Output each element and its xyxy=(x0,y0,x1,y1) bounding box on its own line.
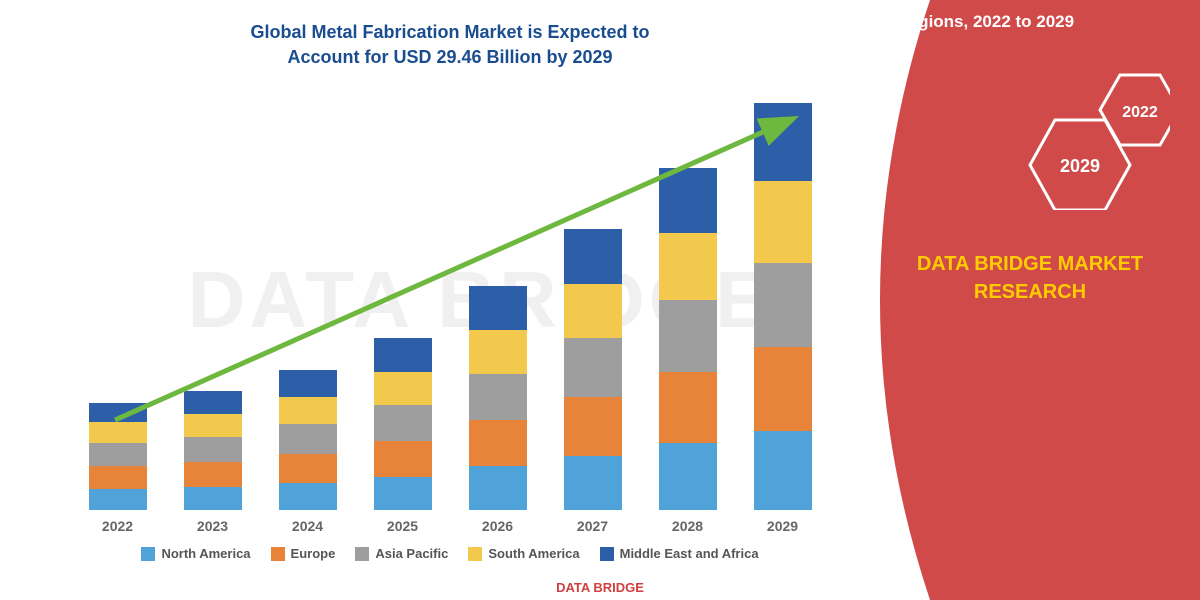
svg-text:2022: 2022 xyxy=(1122,104,1158,121)
bar-segment xyxy=(469,466,527,510)
x-label: 2022 xyxy=(89,518,147,534)
bar-2027 xyxy=(564,229,622,510)
bar-segment xyxy=(374,477,432,511)
bar-segment xyxy=(469,286,527,330)
bars-container xyxy=(70,90,830,510)
bar-segment xyxy=(659,300,717,371)
bar-segment xyxy=(89,403,147,422)
bar-segment xyxy=(184,414,242,437)
bar-segment xyxy=(754,181,812,263)
legend-label: Middle East and Africa xyxy=(620,546,759,561)
bar-segment xyxy=(754,103,812,181)
bar-segment xyxy=(279,454,337,483)
legend-swatch xyxy=(271,547,285,561)
x-label: 2029 xyxy=(754,518,812,534)
x-label: 2024 xyxy=(279,518,337,534)
bar-segment xyxy=(184,462,242,487)
x-axis-labels: 2022 2023 2024 2025 2026 2027 2028 2029 xyxy=(70,518,830,534)
bar-segment xyxy=(184,391,242,414)
bar-segment xyxy=(374,405,432,441)
bar-2023 xyxy=(184,391,242,511)
brand-line1: DATA BRIDGE MARKET xyxy=(917,253,1143,275)
svg-text:2029: 2029 xyxy=(1060,156,1100,176)
bar-segment xyxy=(659,233,717,300)
bar-segment xyxy=(659,443,717,510)
legend-swatch xyxy=(355,547,369,561)
bar-segment xyxy=(754,431,812,511)
legend-item: North America xyxy=(141,546,250,561)
legend: North America Europe Asia Pacific South Ame… xyxy=(50,546,850,561)
bar-segment xyxy=(564,456,622,511)
bar-segment xyxy=(469,374,527,420)
bar-segment xyxy=(374,441,432,477)
legend-item: South America xyxy=(468,546,579,561)
bar-segment xyxy=(564,284,622,339)
bar-segment xyxy=(659,372,717,443)
x-label: 2023 xyxy=(184,518,242,534)
bar-segment xyxy=(89,422,147,443)
hexagon-badges: 2029 2022 xyxy=(990,70,1170,210)
bar-segment xyxy=(374,372,432,406)
legend-swatch xyxy=(141,547,155,561)
brand-text: DATA BRIDGE MARKET RESEARCH xyxy=(910,250,1150,306)
legend-label: Asia Pacific xyxy=(375,546,448,561)
x-label: 2026 xyxy=(469,518,527,534)
right-panel: By Regions, 2022 to 2029 2029 2022 DATA … xyxy=(820,0,1200,600)
bar-segment xyxy=(279,370,337,397)
legend-label: North America xyxy=(161,546,250,561)
bar-segment xyxy=(279,424,337,453)
bar-segment xyxy=(184,487,242,510)
legend-label: South America xyxy=(488,546,579,561)
chart-title: Global Metal Fabrication Market is Expec… xyxy=(50,20,850,70)
bar-segment xyxy=(564,397,622,456)
chart-plot xyxy=(70,90,830,510)
bar-segment xyxy=(754,263,812,347)
bar-segment xyxy=(184,437,242,462)
legend-item: Europe xyxy=(271,546,336,561)
x-label: 2028 xyxy=(659,518,717,534)
bar-2025 xyxy=(374,338,432,510)
bar-2026 xyxy=(469,286,527,511)
bar-segment xyxy=(89,466,147,489)
bar-segment xyxy=(469,420,527,466)
bar-2029 xyxy=(754,103,812,510)
bar-segment xyxy=(374,338,432,372)
bar-segment xyxy=(754,347,812,431)
chart-title-line1: Global Metal Fabrication Market is Expec… xyxy=(250,22,649,42)
bar-segment xyxy=(279,483,337,510)
panel-title: By Regions, 2022 to 2029 xyxy=(870,12,1074,32)
footer-logo: DATA BRIDGE xyxy=(556,580,644,595)
bar-segment xyxy=(564,338,622,397)
bar-segment xyxy=(89,489,147,510)
legend-item: Middle East and Africa xyxy=(600,546,759,561)
x-label: 2025 xyxy=(374,518,432,534)
bar-segment xyxy=(564,229,622,284)
chart-container: Global Metal Fabrication Market is Expec… xyxy=(50,20,850,580)
legend-label: Europe xyxy=(291,546,336,561)
x-label: 2027 xyxy=(564,518,622,534)
bar-2024 xyxy=(279,370,337,511)
legend-item: Asia Pacific xyxy=(355,546,448,561)
chart-title-line2: Account for USD 29.46 Billion by 2029 xyxy=(287,47,612,67)
bar-2022 xyxy=(89,403,147,510)
legend-swatch xyxy=(468,547,482,561)
bar-segment xyxy=(469,330,527,374)
bar-segment xyxy=(89,443,147,466)
bar-2028 xyxy=(659,168,717,510)
legend-swatch xyxy=(600,547,614,561)
bar-segment xyxy=(279,397,337,424)
bar-segment xyxy=(659,168,717,233)
brand-line2: RESEARCH xyxy=(974,281,1086,303)
